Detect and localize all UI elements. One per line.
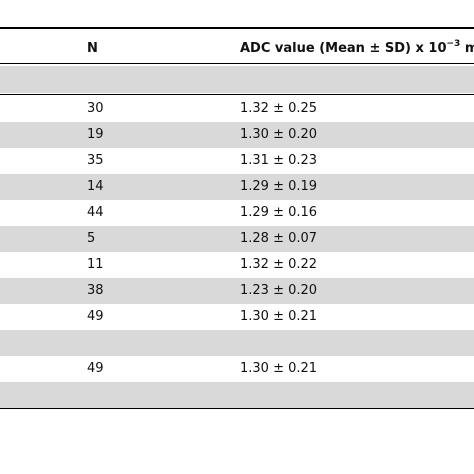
cell-adc: 1.29 ± 0.19 xyxy=(240,179,318,194)
header-n: N xyxy=(87,41,98,56)
cell-n: 49 xyxy=(87,309,104,324)
table-row: 49 1.30 ± 0.21 xyxy=(0,304,474,330)
cell-adc: 1.23 ± 0.20 xyxy=(240,283,318,298)
cell-n: 35 xyxy=(87,153,104,168)
table-row: 49 1.30 ± 0.21 xyxy=(0,356,474,382)
cell-adc: 1.28 ± 0.07 xyxy=(240,231,318,246)
table-row: 44 1.29 ± 0.16 xyxy=(0,200,474,226)
cell-adc: 1.32 ± 0.25 xyxy=(240,101,318,116)
header-adc-exponent: −3 xyxy=(446,39,461,49)
cell-n: 14 xyxy=(87,179,104,194)
cell-adc: 1.30 ± 0.21 xyxy=(240,361,318,376)
bottom-rule xyxy=(0,408,474,409)
cell-n: 49 xyxy=(87,361,104,376)
table-row: 35 1.31 ± 0.23 xyxy=(0,148,474,174)
header-adc-text: ADC value (Mean ± SD) x 10 xyxy=(240,41,447,56)
table-row: 38 1.23 ± 0.20 xyxy=(0,278,474,304)
table-row xyxy=(0,382,474,408)
table-row xyxy=(0,66,474,93)
cell-adc: 1.29 ± 0.16 xyxy=(240,205,318,220)
cell-adc: 1.31 ± 0.23 xyxy=(240,153,318,168)
cell-n: 30 xyxy=(87,101,104,116)
cell-adc: 1.32 ± 0.22 xyxy=(240,257,318,272)
cell-adc: 1.30 ± 0.21 xyxy=(240,309,318,324)
table-row: 30 1.32 ± 0.25 xyxy=(0,96,474,122)
table-row: 11 1.32 ± 0.22 xyxy=(0,252,474,278)
cell-adc: 1.30 ± 0.20 xyxy=(240,127,318,142)
cell-n: 5 xyxy=(87,231,96,246)
cell-n: 38 xyxy=(87,283,104,298)
header-rule xyxy=(0,63,474,64)
table-row: 5 1.28 ± 0.07 xyxy=(0,226,474,252)
table-row xyxy=(0,330,474,356)
header-adc: ADC value (Mean ± SD) x 10−3 m xyxy=(240,36,474,62)
top-rule xyxy=(0,27,474,29)
header-adc-unit: m xyxy=(464,41,474,56)
body-rule xyxy=(0,94,474,95)
cell-n: 44 xyxy=(87,205,104,220)
cell-n: 11 xyxy=(87,257,104,272)
table-row: 19 1.30 ± 0.20 xyxy=(0,122,474,148)
table-row: 14 1.29 ± 0.19 xyxy=(0,174,474,200)
cell-n: 19 xyxy=(87,127,104,142)
